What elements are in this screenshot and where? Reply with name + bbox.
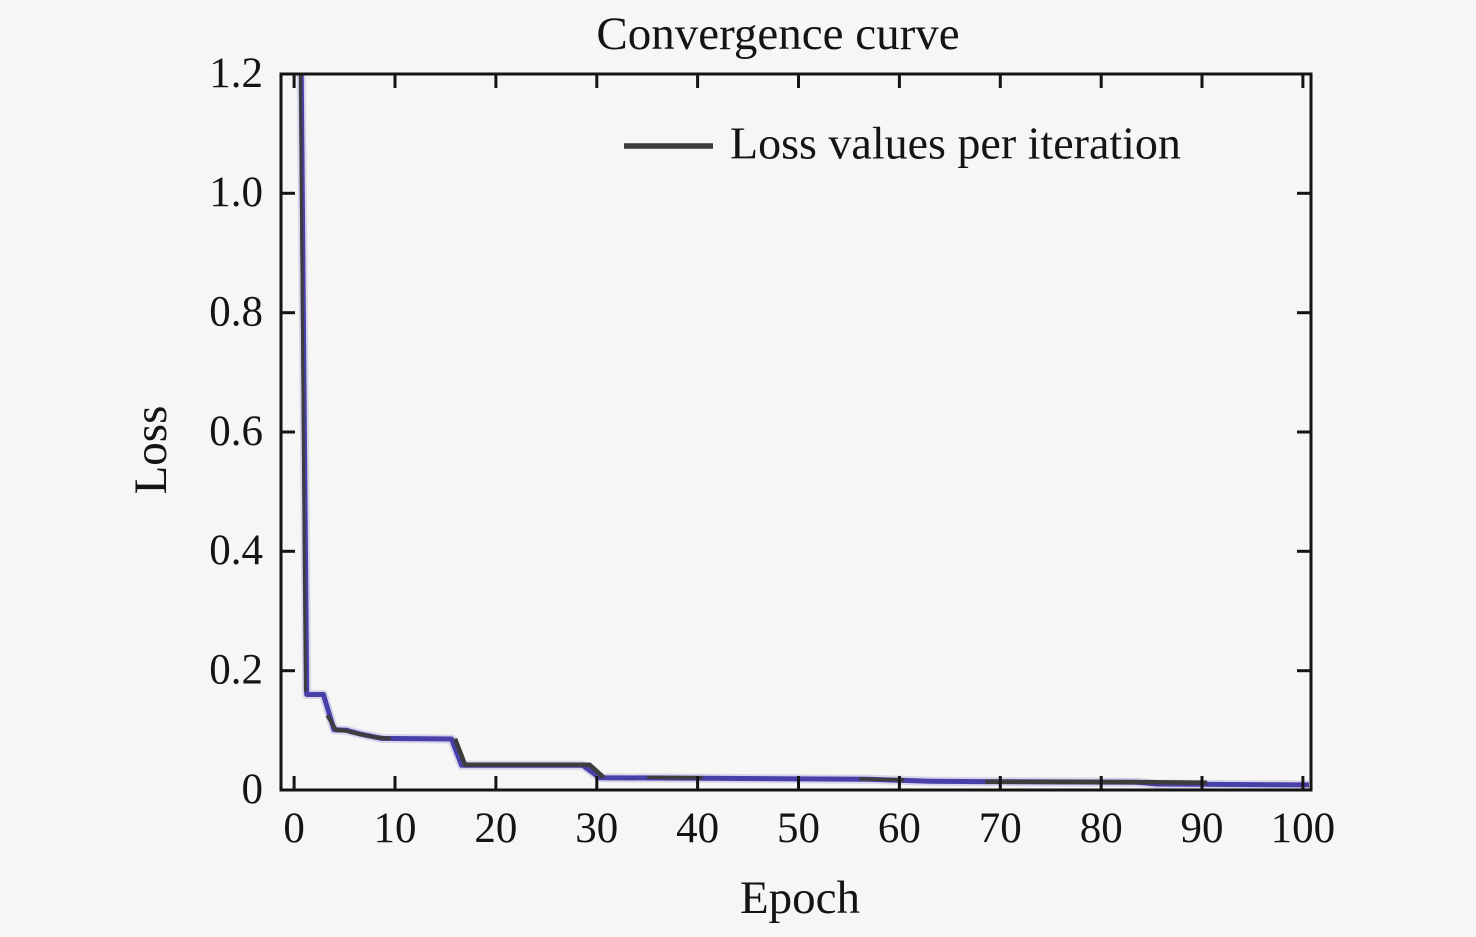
y-tick-label: 1.2 — [209, 50, 263, 97]
y-tick-label: 0.4 — [209, 527, 263, 574]
y-tick-label: 0.8 — [209, 289, 263, 336]
loss-curve-halo — [296, 74, 1310, 790]
plot-border — [279, 72, 1313, 792]
x-tick-label: 70 — [979, 805, 1022, 852]
x-tick-label: 50 — [777, 805, 820, 852]
y-tick-label: 0.2 — [209, 647, 263, 694]
y-axis-label: Loss — [125, 406, 177, 495]
gray-overlap-segment-5 — [985, 779, 1208, 785]
x-tick-label: 60 — [878, 805, 921, 852]
x-tick-label: 0 — [283, 805, 305, 852]
gray-overlap-segment-4 — [859, 777, 905, 782]
x-tick-label: 100 — [1271, 805, 1336, 852]
x-tick-label: 40 — [676, 805, 719, 852]
chart-title: Convergence curve — [596, 8, 959, 60]
x-tick-label: 20 — [474, 805, 517, 852]
y-tick-label: 0 — [242, 766, 264, 813]
gray-overlap-segment-0 — [298, 74, 307, 692]
y-tick-label: 1.0 — [209, 169, 263, 216]
x-tick-label: 30 — [575, 805, 618, 852]
x-tick-label: 10 — [374, 805, 417, 852]
x-tick-label: 80 — [1080, 805, 1123, 852]
loss-curve-line — [298, 74, 1310, 788]
gray-overlap-segment-3 — [647, 775, 703, 780]
legend-label: Loss values per iteration — [730, 118, 1181, 169]
y-tick-label: 0.6 — [209, 408, 263, 455]
x-axis-label: Epoch — [740, 872, 860, 924]
x-tick-label: 90 — [1181, 805, 1224, 852]
gray-overlap-segment-1 — [325, 714, 392, 741]
gray-overlap-segment-2 — [452, 737, 606, 780]
